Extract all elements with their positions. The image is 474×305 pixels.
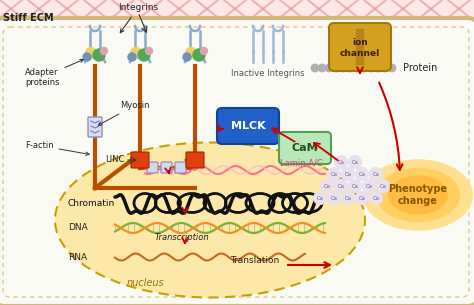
Circle shape [320, 180, 334, 192]
Text: Ca: Ca [380, 184, 386, 188]
Text: CaM: CaM [292, 143, 319, 153]
FancyBboxPatch shape [217, 108, 279, 144]
Circle shape [353, 64, 361, 72]
Text: Ca: Ca [352, 184, 358, 188]
Text: Ca: Ca [337, 184, 345, 188]
Circle shape [318, 64, 326, 72]
Circle shape [311, 64, 319, 72]
FancyBboxPatch shape [161, 162, 172, 173]
Circle shape [360, 64, 368, 72]
Text: Transcription: Transcription [155, 233, 210, 242]
Text: Adapter
proteins: Adapter proteins [25, 59, 83, 87]
Text: Phenotype
change: Phenotype change [388, 184, 447, 206]
Ellipse shape [363, 159, 473, 231]
Text: Ca: Ca [337, 160, 345, 164]
Text: Ca: Ca [365, 184, 373, 188]
Text: F-actin: F-actin [25, 141, 89, 155]
FancyBboxPatch shape [279, 132, 331, 164]
Circle shape [363, 180, 375, 192]
FancyBboxPatch shape [147, 162, 158, 173]
Text: Ca: Ca [317, 196, 323, 200]
Circle shape [193, 49, 205, 61]
Circle shape [346, 64, 354, 72]
Text: Ca: Ca [324, 184, 330, 188]
Text: Stiff ECM: Stiff ECM [3, 13, 54, 23]
Text: Ca: Ca [352, 160, 358, 164]
FancyBboxPatch shape [186, 152, 204, 168]
Text: LINC: LINC [105, 156, 124, 164]
Circle shape [130, 48, 142, 59]
Ellipse shape [388, 175, 448, 214]
Text: Ca: Ca [330, 196, 337, 200]
Text: Ca: Ca [373, 196, 380, 200]
Text: RNA: RNA [68, 253, 87, 261]
Text: Protein: Protein [403, 63, 438, 73]
Circle shape [146, 48, 153, 55]
Circle shape [348, 156, 362, 168]
Text: Ca: Ca [330, 171, 337, 177]
Ellipse shape [55, 142, 365, 297]
FancyBboxPatch shape [329, 23, 391, 71]
Circle shape [185, 48, 197, 59]
FancyBboxPatch shape [0, 18, 474, 305]
Text: Chromatin: Chromatin [68, 199, 115, 209]
Circle shape [83, 53, 91, 61]
Circle shape [348, 180, 362, 192]
Circle shape [335, 156, 347, 168]
Text: DNA: DNA [68, 224, 88, 232]
Circle shape [128, 53, 136, 61]
Circle shape [388, 64, 396, 72]
Circle shape [367, 64, 375, 72]
Circle shape [183, 53, 191, 61]
Circle shape [339, 64, 347, 72]
Circle shape [370, 192, 383, 204]
Text: Ca: Ca [358, 196, 365, 200]
Circle shape [374, 64, 382, 72]
Text: Ca: Ca [345, 171, 351, 177]
Circle shape [85, 48, 97, 59]
FancyBboxPatch shape [175, 162, 186, 173]
Circle shape [335, 180, 347, 192]
Circle shape [93, 49, 105, 61]
Text: MLCK: MLCK [231, 121, 265, 131]
Circle shape [313, 192, 327, 204]
Text: Inactive Integrins: Inactive Integrins [231, 69, 305, 78]
FancyBboxPatch shape [131, 152, 149, 168]
Circle shape [100, 48, 108, 55]
Text: nucleus: nucleus [126, 278, 164, 288]
Circle shape [370, 167, 383, 181]
Circle shape [332, 64, 340, 72]
Text: Integrins: Integrins [118, 3, 158, 33]
Circle shape [356, 192, 368, 204]
Circle shape [356, 167, 368, 181]
Text: Myosin: Myosin [99, 101, 149, 125]
Circle shape [341, 192, 355, 204]
Circle shape [328, 167, 340, 181]
Circle shape [328, 192, 340, 204]
Circle shape [341, 167, 355, 181]
Circle shape [138, 49, 150, 61]
FancyBboxPatch shape [88, 117, 102, 137]
Text: Translation: Translation [230, 256, 279, 265]
Text: Ca: Ca [358, 171, 365, 177]
Circle shape [201, 48, 208, 55]
Text: ion
channel: ion channel [340, 38, 380, 58]
Text: Ca: Ca [373, 171, 380, 177]
Text: Lamin A/C: Lamin A/C [280, 158, 323, 167]
Circle shape [376, 180, 390, 192]
Ellipse shape [376, 168, 460, 222]
Bar [0, 0, 474, 40]
Circle shape [325, 64, 333, 72]
Text: Ca: Ca [345, 196, 351, 200]
Circle shape [381, 64, 389, 72]
